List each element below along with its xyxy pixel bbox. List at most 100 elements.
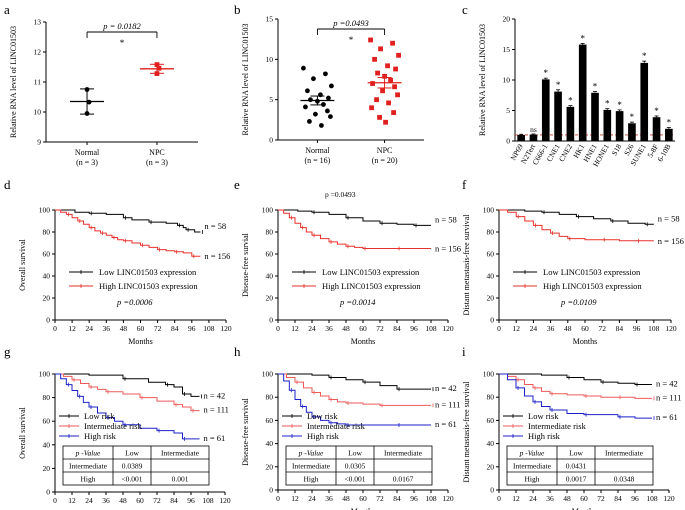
km-curve [278,209,431,249]
x-tick-label: 108 [648,324,660,333]
x-tick-label: 0 [53,496,57,505]
data-point [386,100,391,106]
legend-label: Intermediate risk [307,421,366,431]
data-point [154,62,160,67]
n-label: n = 156 [658,236,684,246]
legend-label: Intermediate risk [528,421,587,431]
x-tick-label: 48 [119,496,127,505]
x-tick-label: 60 [359,324,367,333]
x-tick-label: 72 [598,324,606,333]
y-tick-label: 100 [262,370,274,379]
data-point [326,95,331,101]
legend-label: High risk [84,431,117,441]
data-point [315,98,320,104]
bar [517,134,525,141]
x-tick-label: 96 [633,324,641,333]
p-value-table: p -Value Low Intermediate Intermediate 0.043… [506,445,654,486]
x-tick-label: 48 [342,494,350,503]
y-tick-label: 10 [266,55,274,64]
y-tick-label: 40 [487,439,495,448]
data-point [323,71,328,77]
data-point [372,56,377,62]
y-axis-label: Relative RNA level of LINC01503 [241,24,250,136]
x-tick-label: (n = 3) [76,158,98,167]
y-axis-label: Distant metastasis-free survival [462,381,471,483]
x-tick-label: 0 [276,324,280,333]
sig-mark: * [617,100,622,110]
y-tick-label: 60 [43,417,51,426]
table-cell: <0.001 [121,475,142,484]
x-tick-label: 60 [136,496,144,505]
table-cell: Low [569,449,583,458]
y-axis-label: Relative RNA level of LINC01503 [9,26,18,138]
p-value: p = 0.0182 [102,21,141,31]
bar [615,111,624,141]
y-tick-label: 60 [487,416,495,425]
data-point [382,73,387,79]
y-tick-label: 0 [490,486,494,495]
y-tick-label: 0 [46,488,50,497]
n-label: n = 42 [204,390,226,400]
x-tick-label: 96 [188,324,196,333]
y-axis-label: Relative RNA level of LINC01503 [478,24,487,136]
sig-mark: ns [530,125,537,134]
panel-letter: f [462,177,467,192]
panel-c: c 0 5 10 15 20 Relative RNA level of LINC01503… [462,2,675,168]
data-point [325,108,330,114]
x-tick-label: 72 [376,324,384,333]
y-tick-label: 100 [39,206,51,215]
panel-letter: b [234,2,241,17]
km-curve [55,373,200,440]
p-value-note: p =0.0493 [325,190,356,199]
y-tick-label: 60 [266,250,274,259]
x-tick-label: 96 [187,496,195,505]
sig-mark: * [605,99,610,109]
legend-label: High risk [528,431,561,441]
data-point [319,123,324,128]
data-point [368,37,373,43]
x-axis-label: Months [351,337,375,346]
x-tick-label: 12 [68,496,76,505]
x-tick-label: 36 [546,494,554,503]
x-tick-label: 72 [153,496,161,505]
x-tick-label: 24 [308,324,316,333]
km-curve [55,209,201,233]
data-point [301,65,306,71]
legend-label: Low LINC01503 expression [322,267,420,277]
panel-letter: c [462,2,468,17]
km-curve [55,373,200,412]
p-value: p =0.0493 [332,18,369,28]
panel-f: f 0 20 40 60 80 100 Distant metastasis-free sur… [462,177,684,346]
data-point [374,97,379,103]
data-point [390,40,395,46]
table-cell: p -Value [298,449,324,458]
x-tick-label: 108 [425,324,437,333]
y-tick-label: 40 [487,272,495,281]
table-cell: Low [348,449,362,458]
x-tick-label: 6-10B [655,143,672,164]
bar [578,44,587,142]
bar [665,128,673,141]
table-cell: Intermediate [161,449,200,458]
panel-letter: a [4,2,10,17]
legend-label: Low risk [307,411,338,421]
y-tick-label: 80 [266,393,274,402]
p-value: p =0.0014 [339,297,376,307]
table-border [62,445,210,486]
data-point [375,70,380,76]
x-tick-label: Normal [305,146,330,155]
y-tick-label: 20 [503,15,511,24]
panel-d: d 0 20 40 60 80 100 Overall survival 0 12 24 36 48 60… [4,177,232,346]
table-cell: 0.001 [172,475,189,484]
x-tick-label: 24 [529,494,537,503]
bar [529,134,538,141]
table-cell: 0.0017 [566,475,587,484]
x-tick-label: 120 [442,494,454,503]
data-point [308,97,313,103]
x-axis-label: Months [572,507,596,510]
x-tick-label: 60 [581,324,589,333]
y-tick-label: 80 [43,393,51,402]
data-point [313,111,318,117]
y-tick-label: 0 [490,316,494,325]
x-axis-label: Months [351,507,375,510]
